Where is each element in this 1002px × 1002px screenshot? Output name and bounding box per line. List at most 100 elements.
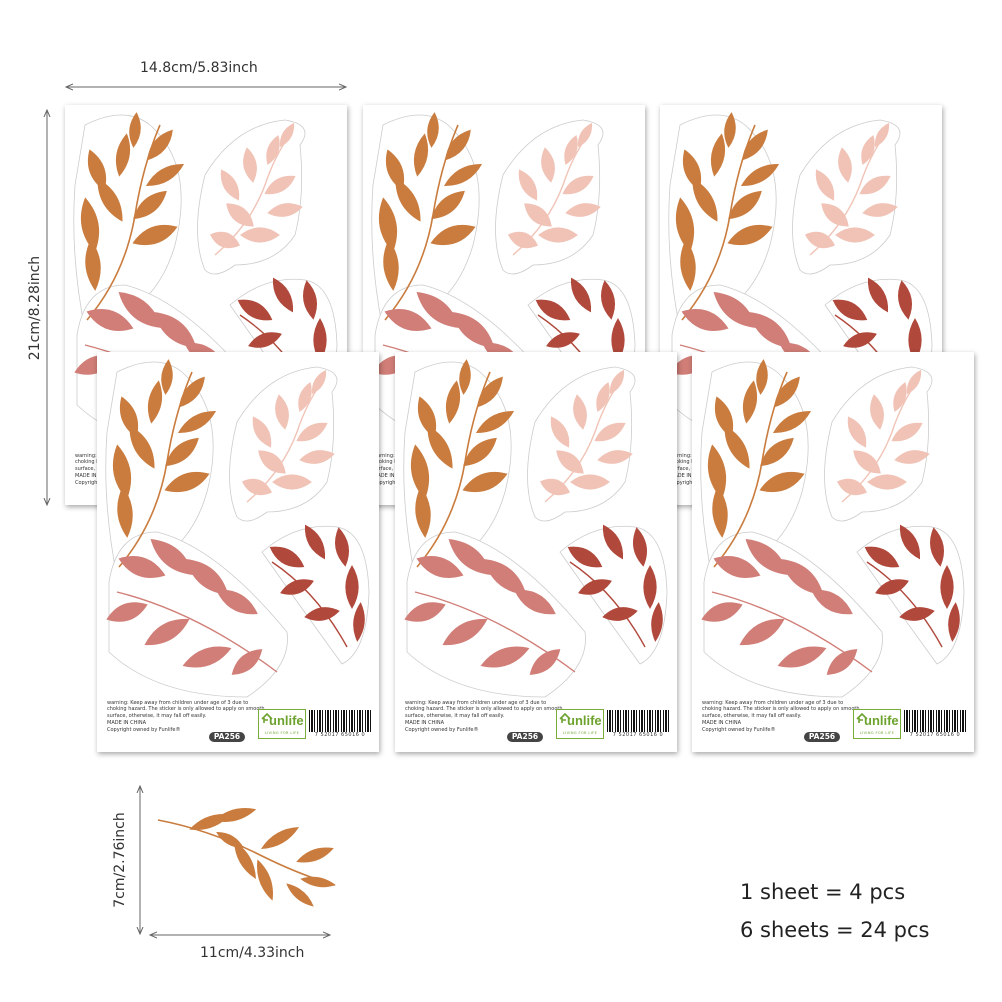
- orange-leaf: [378, 197, 398, 253]
- quantity-total: 6 sheets = 24 pcs: [740, 918, 930, 942]
- red-leaf: [929, 527, 945, 567]
- rose-leaf: [529, 649, 561, 675]
- pink-leaf: [226, 203, 254, 227]
- orange-leaf: [710, 133, 726, 177]
- pink-leaf: [891, 422, 923, 442]
- rose-leaf: [748, 312, 792, 348]
- red-leaf: [546, 332, 580, 348]
- pink-leaf: [296, 422, 328, 442]
- pink-leaf: [240, 227, 280, 243]
- red-leaf: [908, 318, 922, 362]
- red-leaf: [651, 602, 663, 642]
- rose-leaf: [681, 309, 729, 331]
- sticker-sheet: warning: Keep away from children under a…: [97, 352, 379, 752]
- pink-leaf: [874, 122, 890, 148]
- barcode-bars: [904, 710, 966, 732]
- orange-leaf: [147, 129, 173, 161]
- logo-tagline: LIVING FOR LIFE: [562, 731, 598, 735]
- product-code-badge: PA256: [507, 732, 543, 742]
- house-icon: [261, 713, 273, 723]
- rose-leaf: [811, 589, 853, 615]
- red-leaf: [602, 607, 638, 621]
- rose-leaf: [86, 309, 134, 331]
- pink-leaf: [894, 450, 930, 464]
- red-leaf: [570, 277, 592, 313]
- copyright-text: Copyright owned by Funlife®: [702, 726, 776, 733]
- pink-leaf: [821, 203, 849, 227]
- red-leaf: [272, 277, 294, 313]
- orange-leaf: [85, 239, 101, 291]
- pink-leaf: [562, 175, 594, 195]
- pink-leaf: [241, 478, 273, 496]
- single-leaf-sticker: [157, 808, 336, 907]
- barcode-digits: 7 52017 65016 0: [612, 732, 664, 738]
- copyright-text: Copyright owned by Funlife®: [405, 726, 479, 733]
- pink-leaf: [609, 369, 625, 395]
- rose-leaf: [153, 312, 197, 348]
- red-leaf: [940, 565, 954, 609]
- rose-leaf: [416, 556, 464, 578]
- red-leaf: [632, 527, 648, 567]
- orange-leaf: [431, 190, 465, 220]
- orange-leaf: [145, 163, 185, 187]
- sheet-artwork: [700, 359, 965, 698]
- rose-leaf: [216, 589, 258, 615]
- orange-leaf: [727, 224, 773, 246]
- orange-leaf: [115, 133, 131, 177]
- made-in-text: MADE IN CHINA: [107, 720, 147, 727]
- orange-leaf: [119, 396, 139, 438]
- pink-leaf: [870, 394, 884, 430]
- orange-leaf: [714, 396, 734, 438]
- pink-leaf: [838, 147, 852, 183]
- red-leaf: [611, 318, 625, 362]
- pink-leaf: [906, 369, 922, 395]
- rose-leaf: [480, 646, 530, 668]
- orange-leaf: [87, 149, 107, 191]
- orange-leaf: [213, 808, 257, 822]
- sheet-height-label: 21cm/8.28inch: [27, 255, 43, 361]
- sticker-height-label: 7cm/2.76inch: [112, 812, 128, 908]
- orange-leaf: [385, 149, 405, 191]
- pink-leaf: [853, 450, 881, 474]
- pink-leaf: [299, 450, 335, 464]
- pink-leaf: [893, 381, 907, 413]
- orange-leaf: [463, 437, 497, 467]
- rose-leaf: [713, 292, 757, 328]
- pink-leaf: [264, 175, 296, 195]
- pink-sticker-outline: [824, 366, 933, 522]
- pink-leaf: [279, 122, 295, 148]
- logo-tagline: LIVING FOR LIFE: [264, 731, 300, 735]
- rose-leaf: [106, 602, 148, 622]
- sticker-sheet: warning: Keep away from children under a…: [395, 352, 677, 752]
- pink-leaf: [556, 450, 584, 474]
- barcode-digits: 7 52017 65016 0: [909, 732, 961, 738]
- rose-leaf: [713, 556, 761, 578]
- pink-leaf: [507, 231, 539, 249]
- red-leaf: [280, 579, 314, 595]
- red-leaf: [304, 607, 340, 621]
- rose-leaf: [745, 539, 789, 575]
- red-leaf: [237, 299, 273, 321]
- copyright-text: Copyright owned by Funlife®: [107, 726, 181, 733]
- orange-leaf: [742, 380, 758, 424]
- orange-leaf: [756, 359, 768, 395]
- orange-leaf: [675, 197, 695, 253]
- pink-leaf: [550, 416, 570, 448]
- red-leaf: [643, 565, 657, 609]
- orange-leaf: [475, 410, 515, 434]
- made-in-text: MADE IN CHINA: [405, 720, 445, 727]
- rose-leaf: [185, 559, 229, 595]
- pink-leaf: [267, 203, 303, 217]
- funlife-logo: unlife LIVING FOR LIFE: [556, 709, 604, 739]
- orange-leaf: [410, 444, 430, 500]
- orange-leaf: [712, 486, 728, 538]
- pink-leaf: [524, 203, 552, 227]
- warning-text: warning: Keep away from children under a…: [107, 700, 265, 719]
- pink-leaf: [862, 203, 898, 217]
- rose-leaf: [416, 292, 460, 328]
- sheet-footer-text: warning: Keep away from children under a…: [405, 700, 565, 733]
- orange-leaf: [147, 380, 163, 424]
- rose-leaf: [739, 618, 785, 646]
- orange-leaf: [161, 359, 173, 395]
- sticker-width-label: 11cm/4.33inch: [200, 945, 305, 961]
